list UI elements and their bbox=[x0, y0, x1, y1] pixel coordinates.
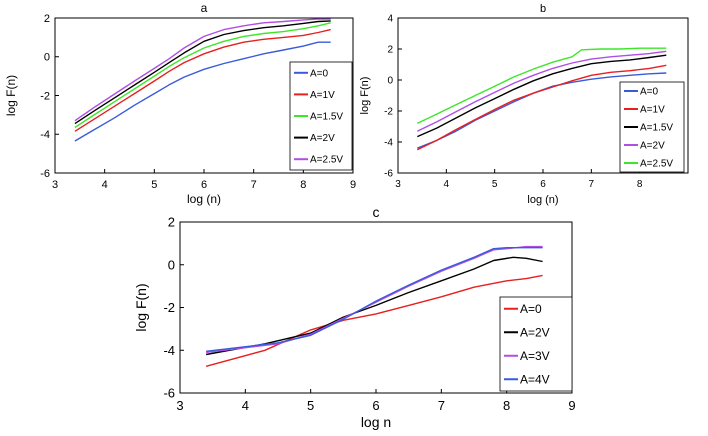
x-axis-label: log (n) bbox=[187, 192, 221, 206]
y-axis-label: log F(n) bbox=[4, 75, 18, 116]
x-tick-label: 3 bbox=[395, 179, 401, 190]
y-tick-label: -4 bbox=[40, 129, 50, 141]
series-line-A=1V bbox=[416, 64, 667, 151]
legend-entry: A=2.5V bbox=[640, 159, 673, 170]
x-axis-label: log (n) bbox=[527, 194, 558, 206]
x-tick-label: 5 bbox=[151, 179, 157, 191]
legend-entry: A=2V bbox=[520, 325, 550, 339]
x-tick-label: 5 bbox=[492, 179, 498, 190]
legend-entry: A=0 bbox=[520, 302, 542, 316]
x-tick-label: 7 bbox=[589, 179, 595, 190]
y-tick-label: 0 bbox=[44, 52, 50, 64]
x-tick-label: 6 bbox=[540, 179, 546, 190]
legend-box bbox=[499, 296, 573, 392]
y-tick-label: -4 bbox=[163, 343, 175, 358]
legend-entry: A=1.5V bbox=[640, 123, 673, 134]
x-tick-label: 6 bbox=[201, 179, 207, 191]
x-tick-label: 4 bbox=[102, 179, 108, 191]
legend: A=0 A=1V A=1.5V A=2V A=2.5V bbox=[619, 81, 685, 173]
legend-entry: A=2V bbox=[310, 133, 335, 144]
series-line-A=2.5V bbox=[416, 47, 667, 125]
y-axis-label: log F(n) bbox=[133, 283, 149, 331]
series-line-A=1.5V bbox=[417, 54, 667, 138]
y-tick-label: 0 bbox=[168, 257, 175, 272]
y-tick-label: -2 bbox=[163, 300, 175, 315]
series-line-A=1.5V bbox=[74, 22, 331, 129]
x-tick-label: 5 bbox=[307, 398, 314, 413]
y-tick-label: -6 bbox=[384, 169, 393, 180]
x-tick-label: 9 bbox=[568, 398, 575, 413]
legend-entry: A=1V bbox=[310, 90, 335, 101]
x-tick-label: 7 bbox=[438, 398, 445, 413]
legend-entry: A=1.5V bbox=[310, 112, 343, 123]
y-tick-label: -6 bbox=[163, 386, 175, 401]
y-tick-label: -2 bbox=[40, 90, 50, 102]
chart-c: 3 4 5 6 7 8 9 -6 -4 -2 0 2 c log n log F(n) A=0 A=2V A=3V… bbox=[133, 204, 576, 430]
x-tick-label: 8 bbox=[503, 398, 510, 413]
y-tick-label: 2 bbox=[44, 13, 50, 25]
x-tick-label: 3 bbox=[52, 179, 58, 191]
y-tick-label: 2 bbox=[168, 215, 175, 230]
y-tick-label: -6 bbox=[40, 168, 50, 180]
series-line-A=4V bbox=[206, 247, 543, 352]
y-tick-label: -4 bbox=[384, 138, 393, 149]
y-tick-label: 4 bbox=[387, 14, 393, 25]
y-tick-label: -2 bbox=[384, 107, 393, 118]
x-tick-label: 7 bbox=[251, 179, 257, 191]
legend-entry: A=2.5V bbox=[310, 155, 343, 166]
legend-entry: A=0 bbox=[310, 68, 329, 79]
x-tick-label: 4 bbox=[444, 179, 450, 190]
chart-title: c bbox=[373, 204, 380, 220]
series-line-A=2V bbox=[74, 20, 331, 125]
series-line-A=2V bbox=[205, 256, 543, 356]
legend-entry: A=3V bbox=[520, 349, 550, 363]
x-tick-label: 6 bbox=[372, 398, 379, 413]
legend: A=0 A=2V A=3V A=4V bbox=[499, 296, 573, 392]
series-line-A=3V bbox=[206, 245, 543, 354]
x-tick-label: 3 bbox=[176, 398, 183, 413]
legend-entry: A=1V bbox=[640, 105, 665, 116]
x-tick-label: 8 bbox=[300, 179, 306, 191]
y-tick-label: 0 bbox=[387, 76, 393, 87]
series-line-A=2.5V bbox=[74, 18, 331, 122]
legend-entry: A=2V bbox=[640, 141, 665, 152]
y-axis-label: log F(n) bbox=[359, 77, 371, 115]
legend-entry: A=0 bbox=[640, 87, 659, 98]
x-tick-label: 8 bbox=[637, 179, 643, 190]
x-axis-label: log n bbox=[361, 414, 391, 430]
chart-title: a bbox=[201, 1, 208, 15]
y-tick-label: 2 bbox=[387, 45, 393, 56]
chart-title: b bbox=[540, 3, 546, 15]
legend: A=0 A=1V A=1.5V A=2V A=2.5V bbox=[289, 61, 353, 171]
series-line-A=0 bbox=[74, 41, 331, 142]
legend-entry: A=4V bbox=[520, 372, 550, 386]
x-tick-label: 9 bbox=[350, 179, 356, 191]
series-line-A=2V bbox=[416, 50, 667, 132]
x-tick-label: 4 bbox=[242, 398, 249, 413]
series-line-A=0 bbox=[205, 274, 543, 367]
series-line-A=1V bbox=[74, 28, 331, 132]
